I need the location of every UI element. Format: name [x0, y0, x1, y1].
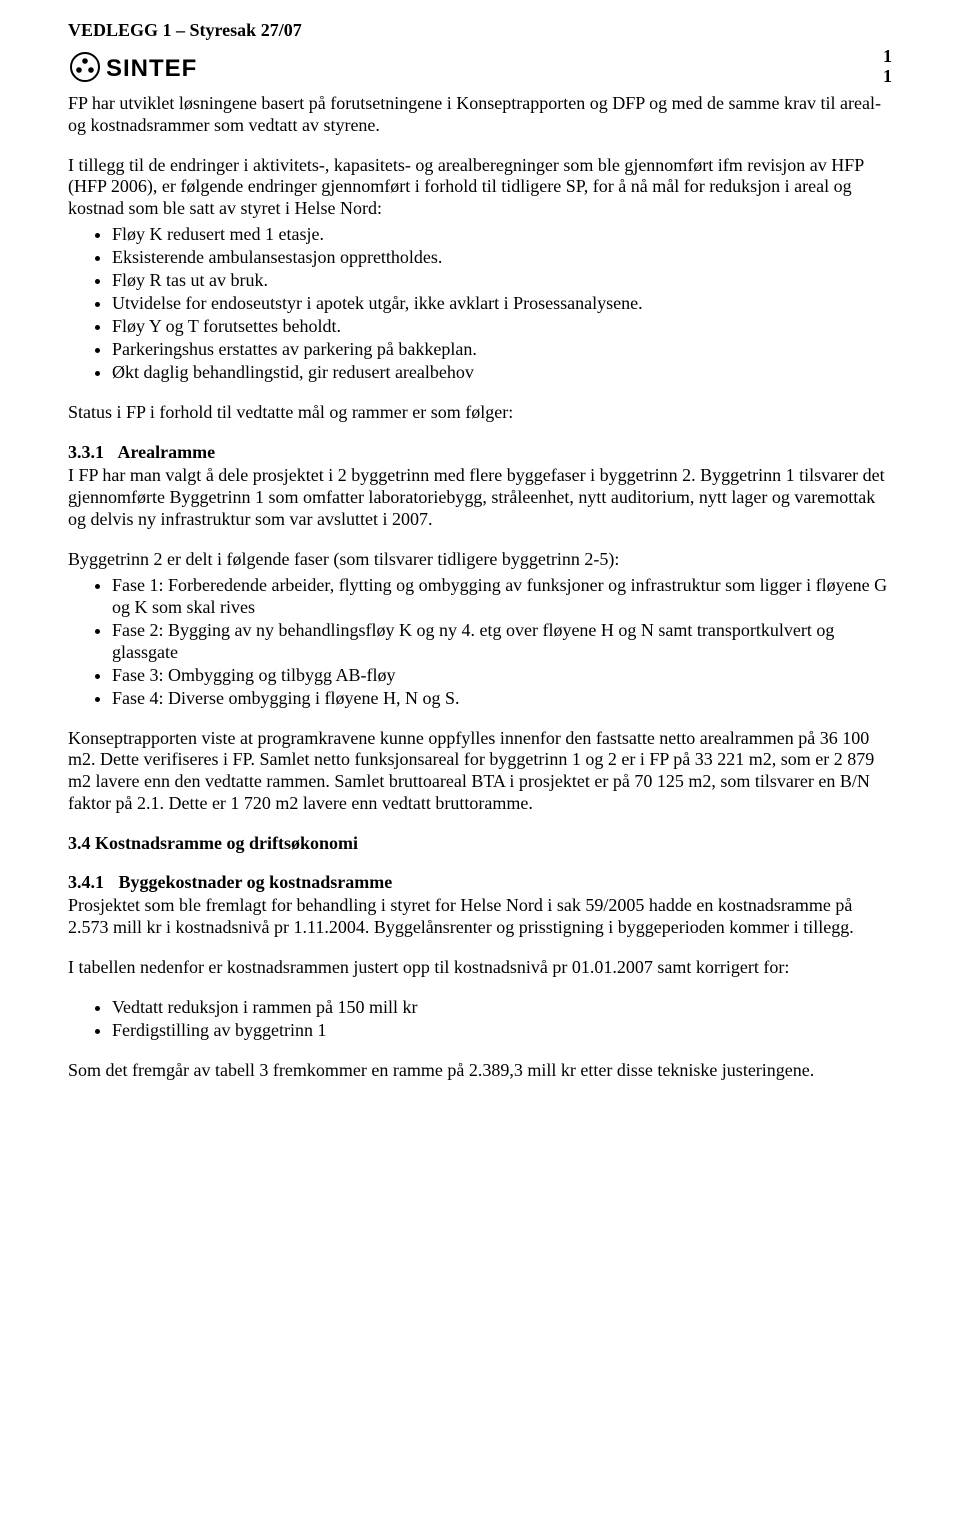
paragraph-5: Byggetrinn 2 er delt i følgende faser (s… [68, 549, 892, 571]
list-item: Fløy K redusert med 1 etasje. [112, 224, 892, 246]
page-numbers: 1 1 [883, 47, 892, 87]
list-item: Parkeringshus erstattes av parkering på … [112, 339, 892, 361]
sintef-logo-svg: SINTEF [68, 50, 228, 84]
bullet-list-3: Vedtatt reduksjon i rammen på 150 mill k… [68, 997, 892, 1042]
list-item: Vedtatt reduksjon i rammen på 150 mill k… [112, 997, 892, 1019]
list-item: Økt daglig behandlingstid, gir redusert … [112, 362, 892, 384]
paragraph-1: FP har utviklet løsningene basert på for… [68, 93, 892, 137]
paragraph-7: Prosjektet som ble fremlagt for behandli… [68, 895, 892, 939]
page-number-top: 1 [883, 47, 892, 67]
logo-row: SINTEF 1 1 [68, 47, 892, 87]
heading-3-4-1: 3.4.1 Byggekostnader og kostnadsramme [68, 872, 892, 893]
paragraph-4: I FP har man valgt å dele prosjektet i 2… [68, 465, 892, 531]
paragraph-8: I tabellen nedenfor er kostnadsrammen ju… [68, 957, 892, 979]
list-item: Fase 3: Ombygging og tilbygg AB-fløy [112, 665, 892, 687]
vedlegg-header: VEDLEGG 1 – Styresak 27/07 [68, 20, 892, 41]
list-item: Fase 2: Bygging av ny behandlingsfløy K … [112, 620, 892, 664]
heading-title: Byggekostnader og kostnadsramme [119, 872, 393, 892]
bullet-list-2: Fase 1: Forberedende arbeider, flytting … [68, 575, 892, 710]
list-item: Fløy Y og T forutsettes beholdt. [112, 316, 892, 338]
list-item: Eksisterende ambulansestasjon oppretthol… [112, 247, 892, 269]
paragraph-6: Konseptrapporten viste at programkravene… [68, 728, 892, 816]
heading-number: 3.4.1 [68, 872, 114, 893]
paragraph-9: Som det fremgår av tabell 3 fremkommer e… [68, 1060, 892, 1082]
bullet-list-1: Fløy K redusert med 1 etasje. Eksisteren… [68, 224, 892, 384]
document-page: VEDLEGG 1 – Styresak 27/07 SINTEF 1 1 FP… [0, 0, 960, 1140]
heading-3-3-1: 3.3.1 Arealramme [68, 442, 892, 463]
paragraph-3: Status i FP i forhold til vedtatte mål o… [68, 402, 892, 424]
svg-text:SINTEF: SINTEF [106, 55, 197, 82]
list-item: Fløy R tas ut av bruk. [112, 270, 892, 292]
heading-3-4: 3.4 Kostnadsramme og driftsøkonomi [68, 833, 892, 854]
list-item: Utvidelse for endoseutstyr i apotek utgå… [112, 293, 892, 315]
list-item: Ferdigstilling av byggetrinn 1 [112, 1020, 892, 1042]
heading-number: 3.3.1 [68, 442, 114, 463]
page-number-second: 1 [883, 67, 892, 87]
heading-title: Arealramme [118, 442, 216, 462]
paragraph-2: I tillegg til de endringer i aktivitets-… [68, 155, 892, 221]
list-item: Fase 1: Forberedende arbeider, flytting … [112, 575, 892, 619]
list-item: Fase 4: Diverse ombygging i fløyene H, N… [112, 688, 892, 710]
sintef-logo: SINTEF [68, 50, 228, 84]
